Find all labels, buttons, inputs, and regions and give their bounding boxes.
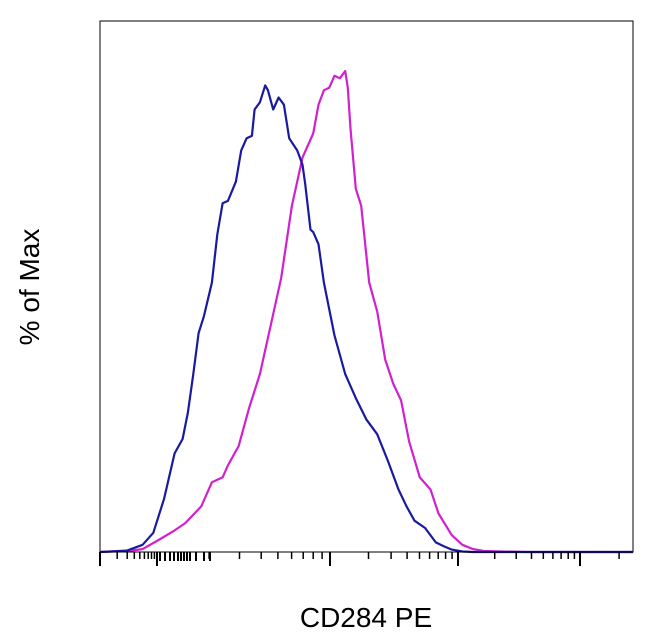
series-layer — [99, 69, 633, 554]
y-axis-label: % of Max — [14, 229, 45, 346]
series-line-1 — [99, 84, 633, 554]
x-axis-ticks — [99, 552, 620, 566]
series-line-2 — [99, 69, 633, 554]
x-axis-label: CD284 PE — [300, 602, 432, 633]
plot-frame — [99, 20, 634, 553]
